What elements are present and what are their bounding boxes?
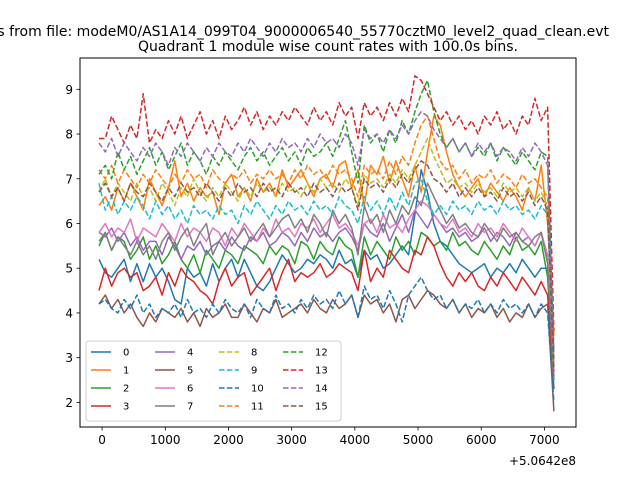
series-line-13 — [99, 75, 555, 331]
plot-area-frame — [79, 57, 577, 428]
y-tick-label: 7 — [65, 172, 73, 186]
legend-label-14: 14 — [315, 384, 328, 395]
series-line-6 — [98, 200, 555, 376]
legend-label-15: 15 — [315, 402, 328, 413]
x-axis: 0 1000 2000 3000 4000 5000 6000 7000 — [98, 427, 560, 447]
x-tick-label: 0 — [98, 433, 106, 447]
legend-label-10: 10 — [251, 384, 264, 395]
x-tick-label: 7000 — [529, 433, 560, 447]
x-offset-label: +5.0642e8 — [509, 454, 576, 468]
legend-label-6: 6 — [187, 384, 193, 395]
y-tick-label: 4 — [65, 306, 73, 320]
series-line-15 — [98, 160, 555, 372]
legend-label-12: 12 — [315, 348, 328, 359]
x-tick-label: 2000 — [213, 433, 244, 447]
x-tick-label: 3000 — [276, 433, 307, 447]
y-tick-label: 6 — [65, 217, 73, 231]
legend-label-4: 4 — [187, 348, 193, 359]
legend-label-9: 9 — [251, 366, 257, 377]
legend-label-0: 0 — [123, 348, 129, 359]
legend-label-13: 13 — [315, 366, 328, 377]
y-tick-label: 3 — [65, 351, 73, 365]
series-line-12 — [98, 79, 555, 358]
y-tick-label: 5 — [65, 262, 73, 276]
legend-label-8: 8 — [251, 348, 257, 359]
y-tick-label: 8 — [65, 128, 73, 142]
legend-label-11: 11 — [251, 402, 264, 413]
legend-label-7: 7 — [187, 402, 193, 413]
series-line-1 — [98, 115, 555, 336]
legend-label-3: 3 — [123, 402, 129, 413]
x-tick-label: 6000 — [466, 433, 497, 447]
series-line-11 — [98, 115, 555, 363]
legend-label-1: 1 — [123, 366, 129, 377]
x-tick-label: 1000 — [150, 433, 181, 447]
series-line-5 — [98, 289, 555, 412]
series-line-10 — [98, 276, 555, 403]
legend-label-2: 2 — [123, 384, 129, 395]
y-tick-label: 2 — [65, 396, 73, 410]
x-tick-label: 5000 — [403, 433, 434, 447]
series-line-7 — [98, 182, 555, 381]
legend-label-5: 5 — [187, 366, 193, 377]
series-line-14 — [98, 110, 555, 349]
chart-title: Quadrant 1 module wise count rates with … — [138, 39, 518, 55]
y-tick-label: 9 — [65, 83, 73, 97]
figure-suptitle: Plots from file: modeM0/AS1A14_099T04_90… — [0, 24, 609, 40]
series-lines — [98, 75, 555, 412]
series-line-3 — [98, 236, 555, 381]
legend-box — [85, 340, 342, 422]
y-axis: 2 3 4 5 6 7 8 9 — [65, 83, 80, 410]
series-line-0 — [98, 169, 555, 390]
x-tick-label: 4000 — [340, 433, 371, 447]
